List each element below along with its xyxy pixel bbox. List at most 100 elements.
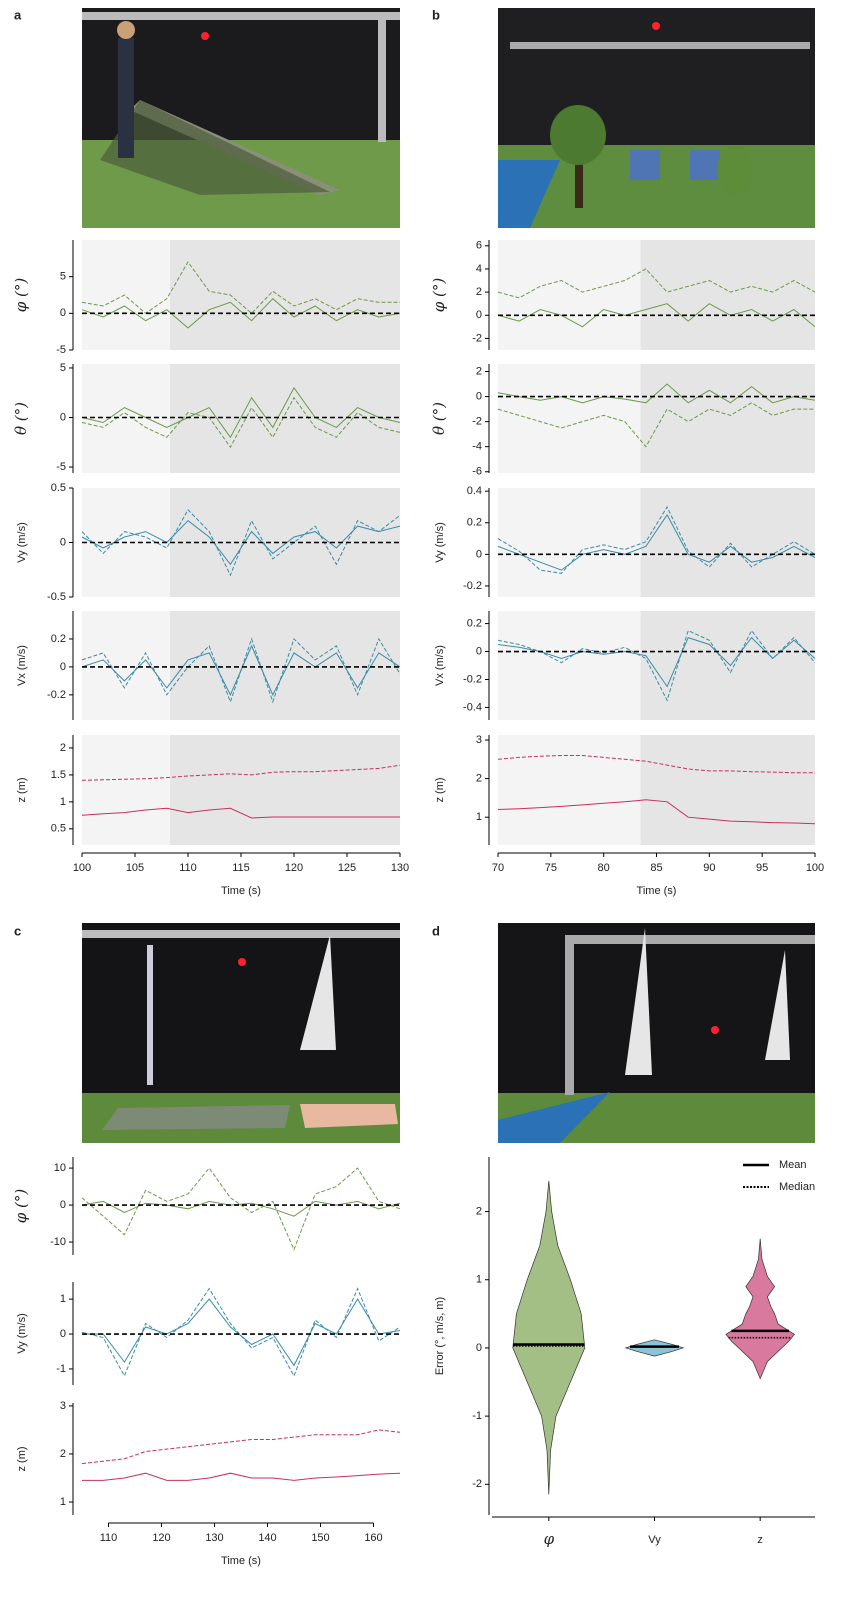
legend-label: Mean <box>779 1159 807 1171</box>
y-axis-label: Vy (m/s) <box>16 1313 28 1354</box>
data-line <box>497 513 816 571</box>
data-line <box>82 1472 401 1481</box>
y-tick-label: -0.2 <box>463 580 482 592</box>
y-axis-label: θ (°) <box>12 402 30 435</box>
y-axis-label: Vy (m/s) <box>16 522 28 563</box>
y-tick-label: 0.4 <box>467 485 482 497</box>
y-tick-label: 1.5 <box>51 769 66 781</box>
y-tick-label: -5 <box>56 461 66 473</box>
violin-body <box>512 1180 586 1495</box>
y-tick-label: -0.4 <box>463 701 482 713</box>
photo-a <box>82 8 400 228</box>
y-tick-label: 0 <box>476 1342 482 1354</box>
y-axis-label: Vx (m/s) <box>434 645 446 686</box>
y-axis-label: φ (°) <box>12 278 30 313</box>
y-tick-label: -2 <box>472 416 482 428</box>
y-tick-label: 0 <box>60 411 66 423</box>
shaded-region <box>640 364 815 473</box>
y-axis-label: φ (°) <box>430 278 448 313</box>
photo-b <box>498 8 815 228</box>
x-tick-label: 130 <box>205 1532 223 1544</box>
x-tick-label: 125 <box>338 862 356 874</box>
y-tick-label: 0 <box>60 661 66 673</box>
x-tick-label: 95 <box>756 862 768 874</box>
shaded-region <box>640 488 815 597</box>
y-tick-label: 1 <box>476 811 482 823</box>
y-tick-label: 0 <box>60 1328 66 1340</box>
y-axis-label: Error (°, m/s, m) <box>434 1297 446 1375</box>
y-tick-label: 1 <box>476 1274 482 1286</box>
y-tick-label: 0 <box>60 1199 66 1211</box>
y-tick-label: 3 <box>60 1400 66 1412</box>
y-tick-label: 0.5 <box>51 823 66 835</box>
shaded-region <box>169 240 400 350</box>
data-line <box>497 799 816 825</box>
y-tick-label: 0 <box>476 548 482 560</box>
y-tick-label: -1 <box>472 1410 482 1422</box>
shaded-region <box>169 364 400 473</box>
y-tick-label: 6 <box>476 240 482 252</box>
y-tick-label: -0.2 <box>463 673 482 685</box>
data-line <box>82 1298 401 1367</box>
x-tick-label: 115 <box>232 862 250 874</box>
y-tick-label: -2 <box>472 1478 482 1490</box>
data-line <box>81 1200 401 1217</box>
data-line <box>81 764 401 781</box>
y-tick-label: 0.2 <box>467 517 482 529</box>
panel-label: c <box>14 923 21 938</box>
y-tick-label: 0 <box>476 645 482 657</box>
x-tick-label: 70 <box>492 862 504 874</box>
x-tick-label: 75 <box>545 862 557 874</box>
legend-label: Median <box>779 1181 815 1193</box>
y-tick-label: -6 <box>472 466 482 478</box>
x-tick-label: 105 <box>126 862 144 874</box>
x-tick-label: 140 <box>258 1532 276 1544</box>
y-tick-label: -5 <box>56 344 66 356</box>
x-tick-label: z <box>757 1534 763 1546</box>
x-axis-label: Time (s) <box>221 885 261 897</box>
violin-body <box>725 1238 795 1380</box>
y-tick-label: -4 <box>472 441 482 453</box>
x-tick-label: 110 <box>100 1532 118 1544</box>
y-tick-label: 2 <box>476 365 482 377</box>
x-tick-label: 120 <box>152 1532 170 1544</box>
x-tick-label: 150 <box>311 1532 329 1544</box>
x-axis-label: Time (s) <box>637 885 677 897</box>
x-tick-label: φ <box>544 1530 555 1548</box>
y-tick-label: 1 <box>60 796 66 808</box>
y-tick-label: 5 <box>60 362 66 374</box>
y-axis-label: z (m) <box>16 1446 28 1471</box>
y-tick-label: 0.5 <box>51 482 66 494</box>
y-tick-label: 1 <box>60 1293 66 1305</box>
data-line <box>497 629 816 702</box>
x-tick-label: 110 <box>179 862 197 874</box>
y-tick-label: -0.2 <box>47 689 66 701</box>
y-tick-label: 4 <box>476 263 482 275</box>
y-tick-label: 0 <box>60 307 66 319</box>
y-axis-label: φ (°) <box>12 1189 30 1224</box>
data-line <box>81 807 400 819</box>
shaded-region <box>640 240 815 350</box>
y-tick-label: 0 <box>476 309 482 321</box>
y-tick-label: 2 <box>60 742 66 754</box>
y-tick-label: -1 <box>56 1363 66 1375</box>
photo-d <box>498 923 815 1143</box>
y-axis-label: z (m) <box>434 777 446 802</box>
data-line <box>497 755 815 774</box>
data-line <box>497 383 816 404</box>
data-line <box>81 1429 401 1465</box>
y-tick-label: 1 <box>60 1496 66 1508</box>
y-tick-label: 2 <box>60 1448 66 1460</box>
x-tick-label: 120 <box>285 862 303 874</box>
shaded-region <box>169 735 400 845</box>
y-axis-label: Vx (m/s) <box>16 645 28 686</box>
y-tick-label: 0 <box>60 536 66 548</box>
data-line <box>81 261 400 314</box>
shaded-region <box>640 735 815 845</box>
data-line <box>497 505 816 574</box>
panel-label: a <box>14 7 22 22</box>
shaded-region <box>640 611 815 720</box>
y-tick-label: 0.2 <box>51 633 66 645</box>
panel-label: d <box>432 923 440 938</box>
